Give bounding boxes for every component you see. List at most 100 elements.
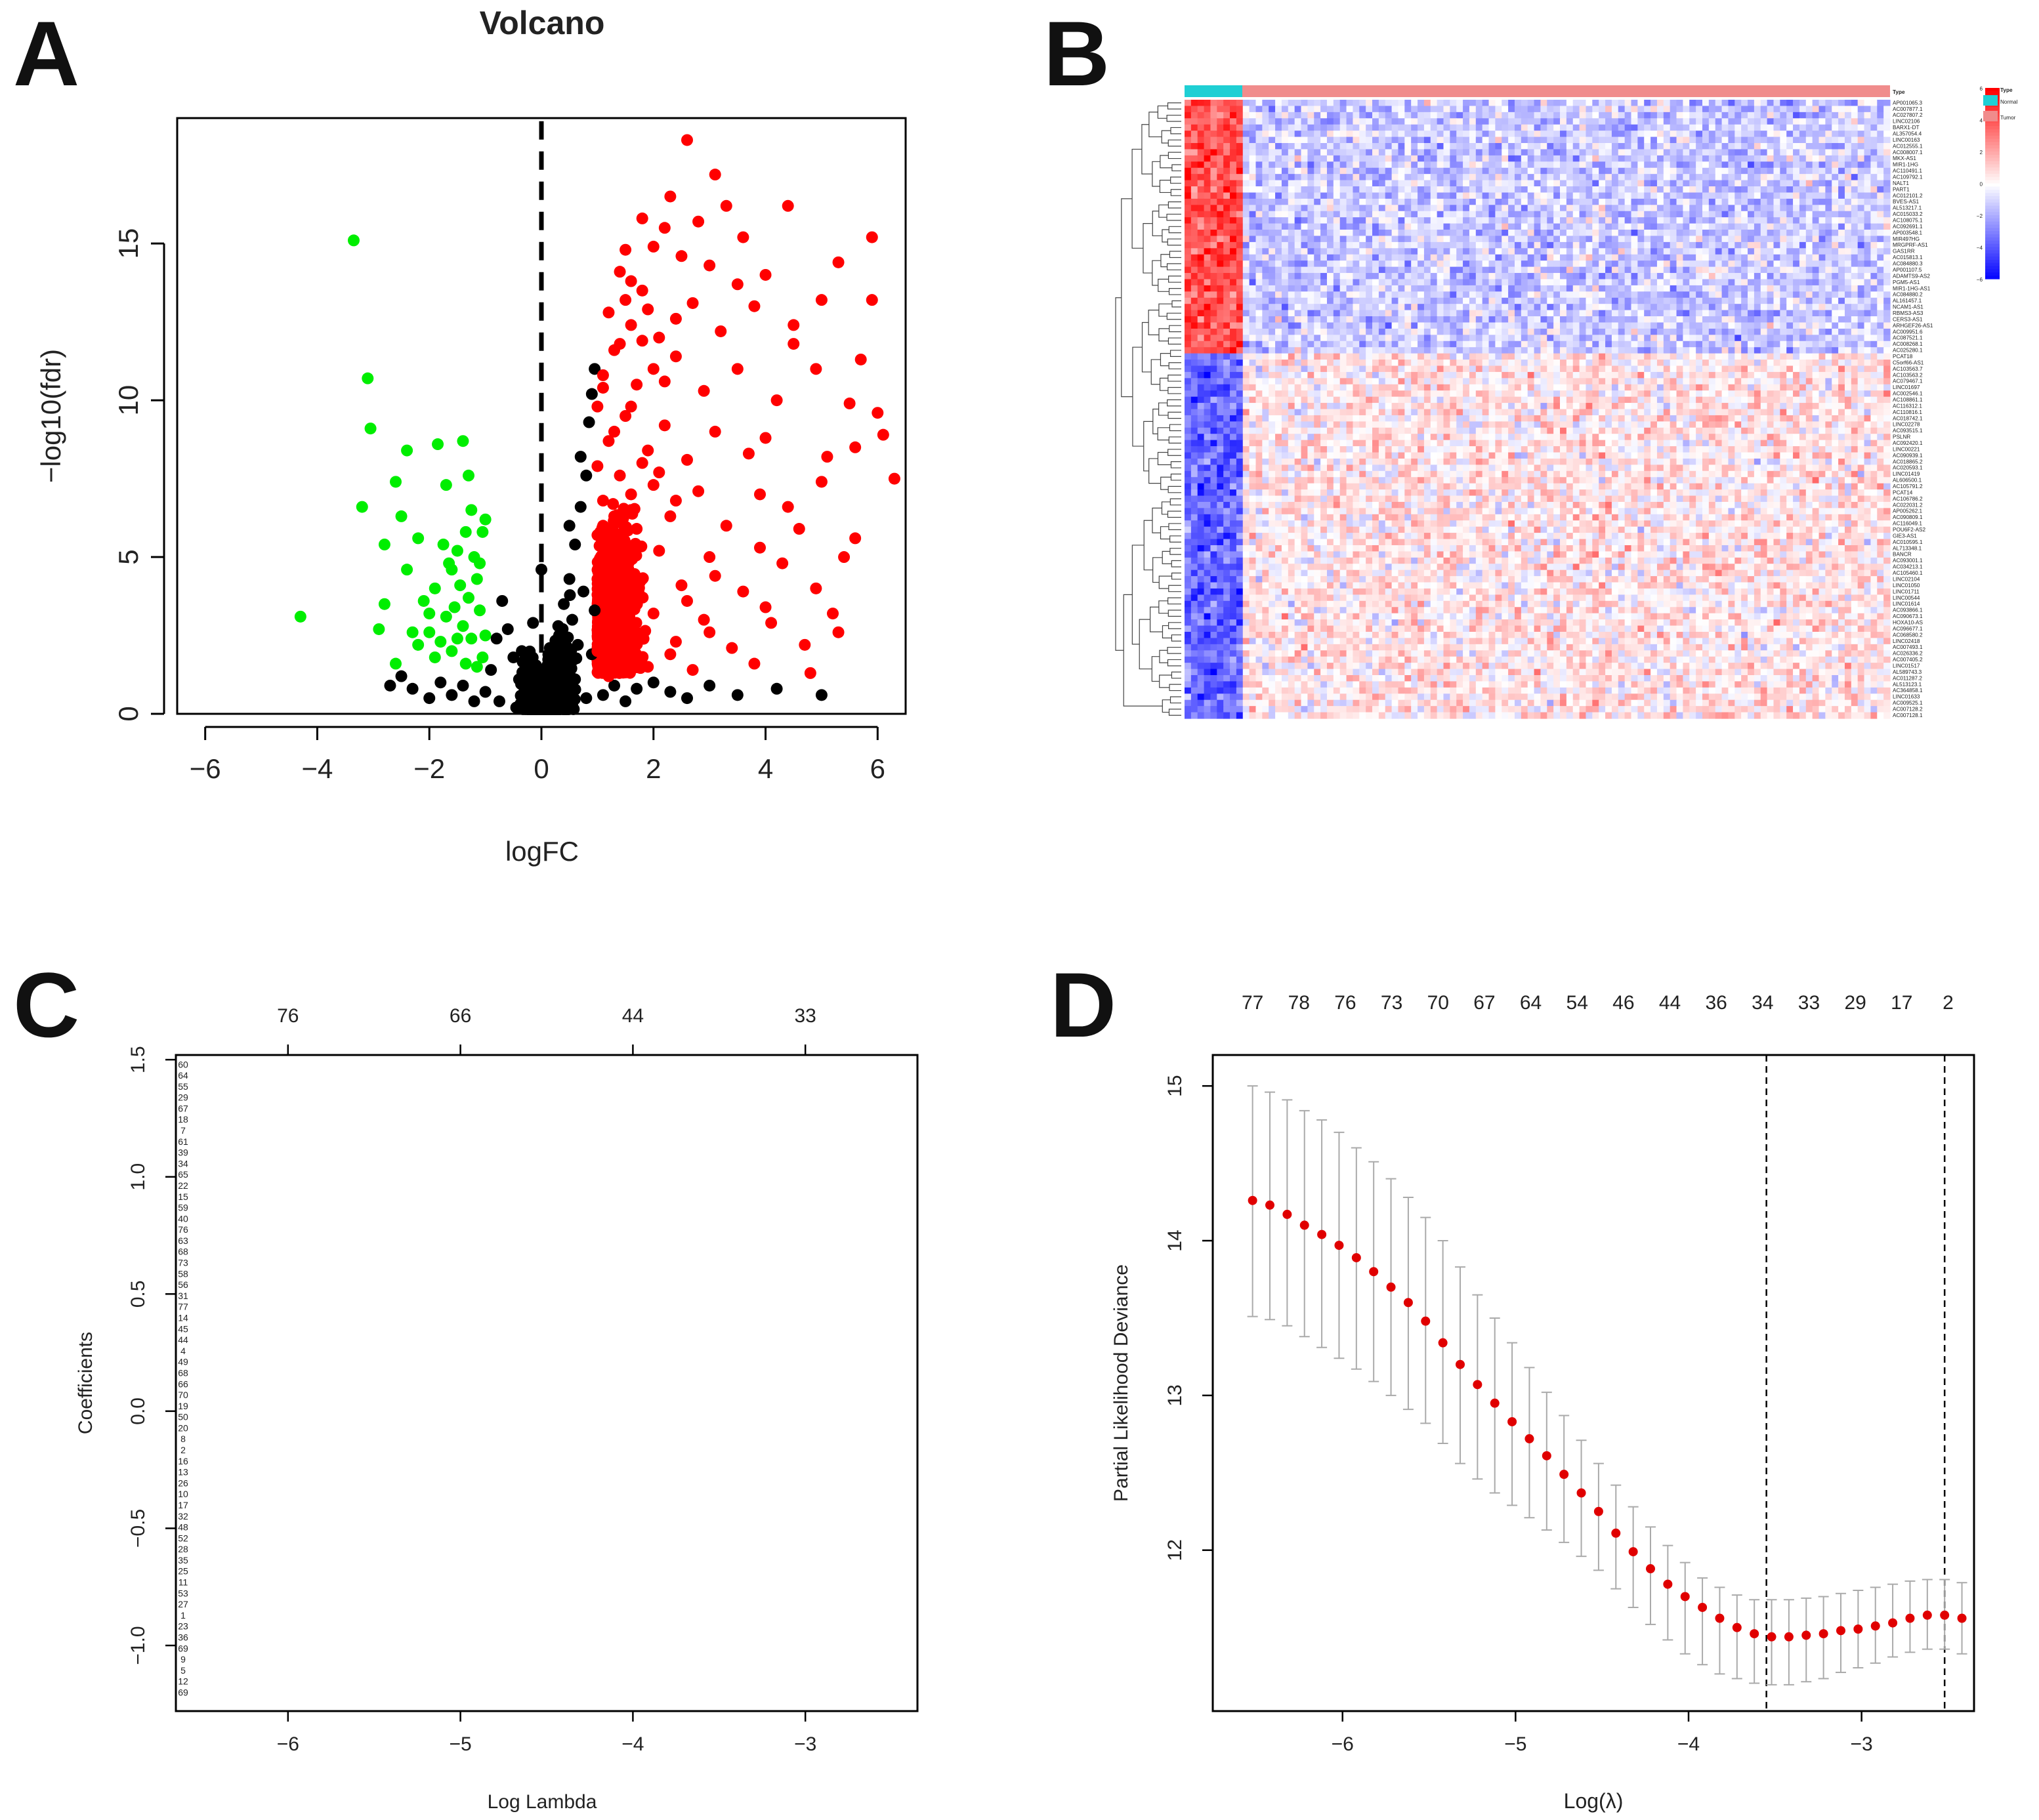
heatmap-cell — [1463, 124, 1470, 131]
heatmap-cell — [1877, 131, 1884, 138]
heatmap-cell — [1359, 124, 1366, 131]
heatmap-cell — [1773, 136, 1780, 144]
heatmap-cell — [1748, 100, 1755, 107]
volcano-point-ns — [384, 679, 396, 692]
heatmap-cell — [1255, 124, 1263, 131]
heatmap-cell — [1534, 112, 1542, 119]
heatmap-cell — [1404, 112, 1412, 119]
heatmap-cell — [1818, 112, 1826, 119]
heatmap-cell — [1418, 112, 1425, 119]
heatmap-cell — [1644, 118, 1651, 125]
dendrogram-branch — [1131, 545, 1145, 645]
heatmap-cell — [1288, 112, 1295, 119]
heatmap-cell — [1670, 118, 1677, 125]
heatmap-cell — [1838, 106, 1845, 113]
heatmap-cell — [1456, 100, 1463, 107]
dendrogram-branch — [1168, 709, 1181, 716]
volcano-point-up — [854, 353, 867, 365]
heatmap-cell — [1780, 124, 1787, 131]
heatmap-cell — [1450, 124, 1457, 131]
heatmap-cell — [1521, 131, 1528, 138]
heatmap-cell — [1805, 106, 1813, 113]
heatmap-cell — [1185, 106, 1192, 113]
heatmap-cell — [1670, 124, 1677, 131]
heatmap-cell — [1689, 106, 1696, 113]
heatmap-cell — [1185, 149, 1192, 156]
heatmap-cell — [1508, 131, 1515, 138]
heatmap-cell — [1223, 118, 1230, 125]
volcano-point-up — [647, 479, 660, 491]
heatmap-cell — [1637, 131, 1645, 138]
heatmap-cell — [1560, 136, 1567, 144]
heatmap-cell — [1825, 118, 1832, 125]
volcano-point-ns — [560, 686, 573, 698]
heatmap-cell — [1249, 124, 1257, 131]
heatmap-cell — [1275, 118, 1282, 125]
heatmap-cell — [1851, 136, 1859, 144]
volcano-point-down — [364, 423, 377, 435]
heatmap-cell — [1197, 131, 1205, 138]
heatmap-cell — [1320, 106, 1328, 113]
heatmap-cell — [1605, 143, 1612, 150]
heatmap-cell — [1320, 143, 1328, 150]
volcano-point-up — [872, 407, 884, 419]
heatmap-cell — [1223, 112, 1230, 119]
volcano-y-tick-label: 0 — [113, 706, 144, 721]
dendrogram-branch — [1167, 375, 1181, 382]
heatmap-cell — [1333, 106, 1341, 113]
heatmap-cell — [1624, 118, 1632, 125]
heatmap-cell — [1773, 106, 1780, 113]
dendrogram-branch — [1149, 606, 1163, 632]
volcano-point-up — [625, 488, 637, 501]
heatmap-cell — [1359, 100, 1366, 107]
volcano-point-down — [479, 513, 492, 526]
heatmap-cell — [1748, 131, 1755, 138]
volcano-point-up — [620, 538, 632, 550]
volcano-point-up — [675, 579, 688, 592]
dendrogram-branch — [1170, 461, 1181, 468]
heatmap-cell — [1540, 131, 1547, 138]
heatmap-cell — [1372, 100, 1379, 107]
heatmap-cell — [1443, 149, 1450, 156]
heatmap-cell — [1269, 124, 1276, 131]
heatmap-cell — [1786, 100, 1794, 107]
dendrogram-branch — [1169, 535, 1181, 543]
dendrogram-branch — [1167, 102, 1181, 110]
volcano-point-up — [799, 638, 811, 651]
heatmap-cell — [1314, 143, 1321, 150]
heatmap-cell — [1611, 118, 1619, 125]
heatmap-cell — [1708, 124, 1716, 131]
heatmap-cell — [1475, 118, 1483, 125]
heatmap-cell — [1185, 131, 1192, 138]
heatmap-cell — [1391, 149, 1399, 156]
heatmap-cell — [1307, 143, 1314, 150]
heatmap-cell — [1190, 131, 1198, 138]
heatmap-cell — [1301, 136, 1308, 144]
volcano-point-down — [429, 582, 441, 594]
heatmap-cell — [1288, 149, 1295, 156]
volcano-point-up — [759, 268, 772, 281]
volcano-point-down — [347, 234, 360, 247]
volcano-point-up — [686, 664, 699, 676]
heatmap-cell — [1502, 124, 1509, 131]
heatmap-cell — [1262, 131, 1269, 138]
volcano-point-up — [669, 636, 682, 648]
heatmap-cell — [1514, 136, 1522, 144]
heatmap-cell — [1670, 143, 1677, 150]
heatmap-cell — [1864, 112, 1872, 119]
heatmap-cell — [1443, 106, 1450, 113]
heatmap-cell — [1482, 136, 1490, 144]
heatmap-cell — [1857, 131, 1865, 138]
volcano-point-up — [888, 472, 900, 485]
heatmap-cell — [1527, 112, 1535, 119]
heatmap-cell — [1404, 118, 1412, 125]
heatmap-cell — [1721, 143, 1729, 150]
volcano-point-up — [810, 582, 822, 594]
dendrogram-branch — [1170, 473, 1181, 481]
heatmap-cell — [1204, 124, 1211, 131]
dendrogram-branch — [1167, 622, 1181, 629]
volcano-point-down — [412, 532, 425, 545]
heatmap-cell — [1398, 112, 1405, 119]
dendrogram-branch — [1170, 189, 1181, 196]
